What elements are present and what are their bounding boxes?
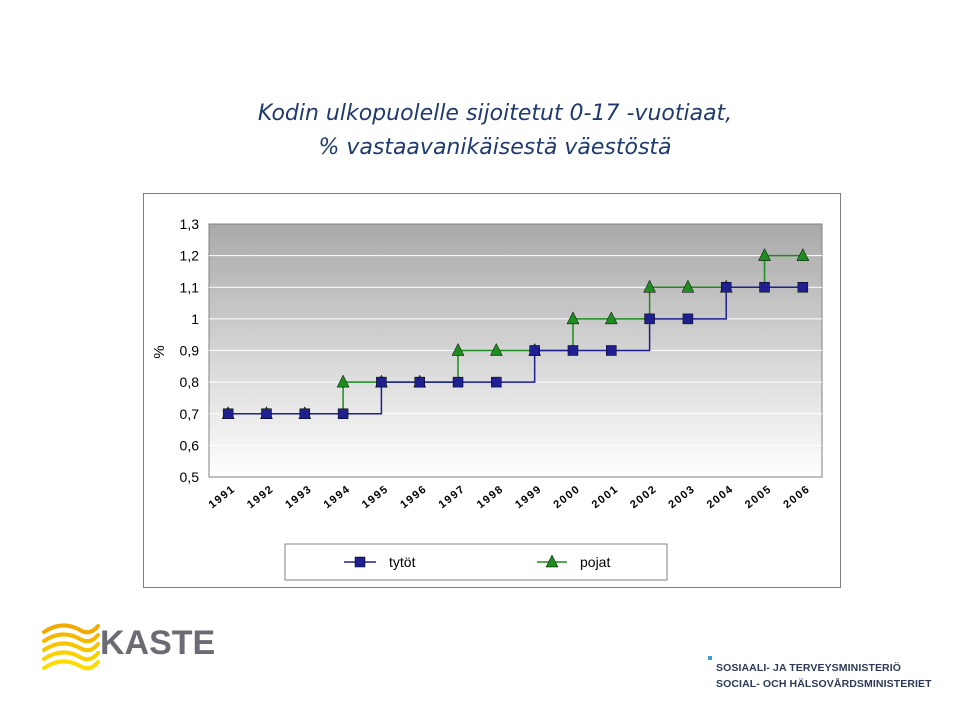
x-tick-label: 1998 (475, 483, 506, 511)
x-tick-label: 1993 (283, 483, 314, 511)
ministry-logo: SOSIAALI- JA TERVEYSMINISTERIÖ SOCIAL- O… (708, 656, 958, 696)
data-point-tytot (299, 408, 311, 419)
y-tick-label: 0,9 (180, 343, 200, 359)
kaste-logo-text: KASTE (100, 624, 215, 662)
chart-frame: 0,5 0,6 0,7 0,8 0,9 1 1,1 1,2 1,3 1991 1992 1993 19… (143, 193, 841, 588)
x-tick-label: 1999 (513, 483, 544, 511)
kaste-logo: KASTE (40, 614, 220, 676)
y-tick-label: 0,6 (180, 437, 200, 453)
y-axis-tick-labels: 0,5 0,6 0,7 0,8 0,9 1 1,1 1,2 1,3 (180, 216, 200, 485)
data-point-tytot (261, 408, 272, 419)
data-point-tytot (720, 282, 732, 293)
legend-marker-tytot (354, 556, 366, 568)
x-tick-label: 1996 (398, 483, 429, 511)
data-point-pojat (566, 311, 580, 325)
x-tick-label: 1995 (360, 483, 391, 511)
x-axis-tick-labels: 1991 1992 1993 1994 1995 1996 1997 1998 1999 2000… (207, 483, 813, 511)
data-point-tytot (376, 376, 387, 388)
data-point-tytot (337, 408, 349, 419)
y-tick-label: 0,8 (180, 374, 200, 390)
ministry-name-finnish: SOSIAALI- JA TERVEYSMINISTERIÖ (716, 662, 902, 674)
ministry-logo-mark (708, 656, 712, 660)
data-point-pojat (796, 248, 810, 261)
x-tick-label: 1991 (207, 483, 238, 511)
x-tick-label: 1997 (436, 483, 467, 511)
y-tick-label: 0,5 (180, 469, 200, 485)
data-point-tytot (414, 376, 425, 388)
legend-label-pojat: pojat (580, 554, 610, 570)
x-tick-label: 2004 (705, 483, 736, 511)
data-point-pojat (643, 279, 656, 293)
y-axis-label: % (151, 345, 168, 358)
data-point-pojat (758, 248, 771, 261)
data-point-tytot (759, 282, 770, 293)
legend-marker-pojat (545, 554, 559, 568)
x-tick-label: 1994 (322, 483, 353, 511)
x-tick-label: 2000 (551, 483, 582, 511)
data-point-tytot (567, 345, 579, 356)
x-tick-label: 2003 (666, 483, 697, 511)
data-point-pojat (451, 342, 465, 356)
y-tick-label: 1 (191, 311, 199, 327)
data-point-tytot (606, 345, 617, 356)
kaste-logo-mark: KASTE (42, 623, 215, 671)
series-group (221, 248, 810, 419)
data-point-tytot (644, 313, 655, 325)
data-point-tytot (529, 345, 540, 356)
data-point-tytot (222, 408, 234, 419)
data-point-pojat (681, 279, 695, 293)
data-point-pojat (489, 342, 503, 356)
chart-title-line1: Kodin ulkopuolelle sijoitetut 0-17 -vuot… (257, 101, 733, 126)
y-tick-label: 1,3 (180, 216, 200, 232)
data-point-tytot (452, 376, 464, 388)
line-chart: 0,50,60,70,80,911,11,21,3 1991 1992 1993 19… (151, 216, 823, 581)
legend: tytöt pojat (284, 543, 668, 581)
y-tick-label: 1,2 (180, 248, 200, 264)
data-point-pojat (604, 311, 618, 325)
x-tick-label: 2006 (781, 483, 812, 511)
x-tick-label: 2005 (743, 483, 774, 511)
series-line-tytot (228, 286, 803, 415)
y-tick-label: 0,7 (180, 406, 200, 422)
data-point-pojat (336, 374, 350, 388)
data-point-tytot (797, 282, 809, 293)
chart-title-line2: % vastaavanikäisestä väestöstä (318, 135, 672, 160)
legend-label-tytot: tytöt (389, 554, 416, 570)
data-point-tytot (491, 376, 502, 388)
y-tick-label: 1,1 (180, 279, 200, 295)
x-tick-label: 1992 (245, 483, 276, 511)
data-point-tytot (682, 313, 694, 325)
x-tick-label: 2001 (590, 483, 621, 511)
ministry-name-swedish: SOCIAL- OCH HÄLSOVÅRDSMINISTERIET (716, 678, 932, 690)
x-tick-label: 2002 (628, 483, 659, 511)
